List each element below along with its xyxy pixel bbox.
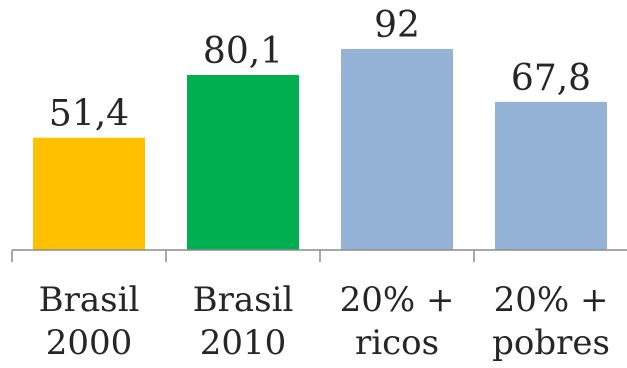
data-label-1: 51,4 [49,94,129,135]
category-label-2-line-1: Brasil [193,280,294,320]
category-label-4-line-2: pobres [492,323,610,363]
category-label-4-line-1: 20% + [494,280,609,320]
data-label-2: 80,1 [203,31,283,72]
category-label-1-line-1: Brasil [39,280,140,320]
bar-1 [33,137,145,250]
category-label-1-line-2: 2000 [46,323,133,363]
bar-4 [495,101,607,251]
category-label-2-line-2: 2010 [200,323,287,363]
category-label-3-line-2: ricos [355,323,439,363]
category-label-3-line-1: 20% + [340,280,455,320]
bar-3 [341,49,453,250]
data-label-4: 67,8 [511,58,591,99]
x-axis [11,249,627,262]
value-labels-group: 51,4 80,1 92 67,8 [49,5,591,135]
bar-2 [187,74,299,250]
data-label-3: 92 [374,5,420,46]
bars-group [33,49,607,251]
